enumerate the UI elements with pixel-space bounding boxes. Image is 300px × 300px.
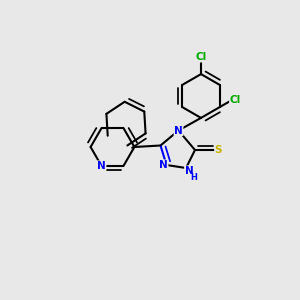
Text: N: N	[174, 125, 183, 136]
Text: Cl: Cl	[195, 52, 207, 62]
Text: N: N	[97, 161, 106, 171]
Text: N: N	[159, 160, 168, 170]
Text: N: N	[184, 166, 194, 176]
Text: S: S	[215, 145, 222, 155]
Text: Cl: Cl	[230, 95, 241, 105]
Text: H: H	[191, 172, 197, 182]
